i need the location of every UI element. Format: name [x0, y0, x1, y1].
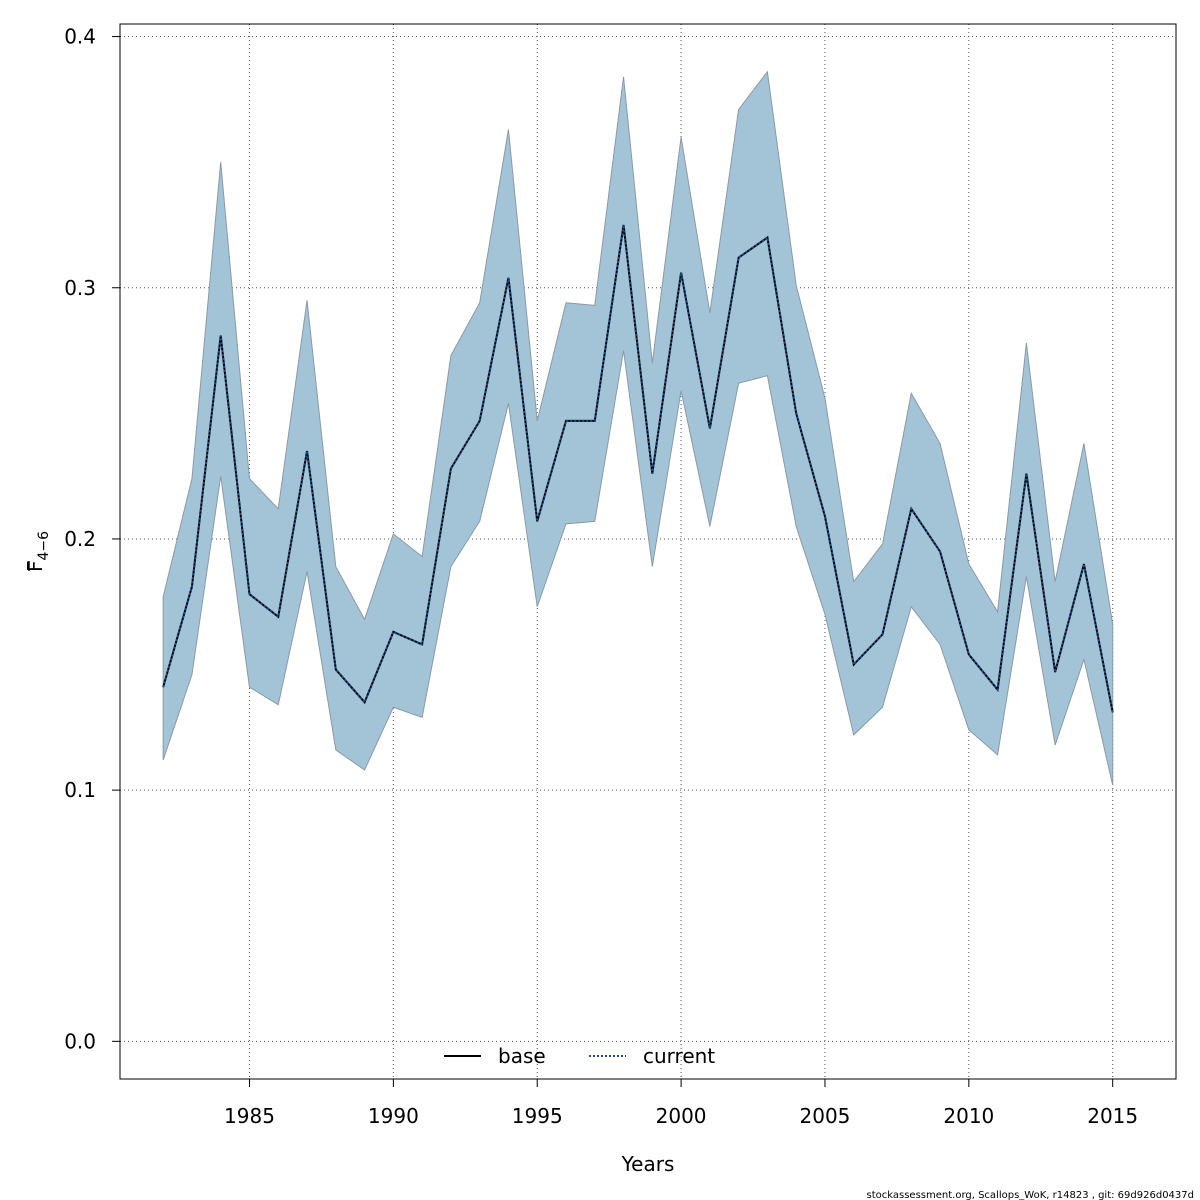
plot-frame	[119, 23, 1177, 1080]
legend-label-current: current	[643, 1044, 715, 1068]
svg-text:F4−6: F4−6	[23, 531, 52, 572]
confidence-band	[162, 70, 1114, 786]
x-tick-label: 2005	[800, 1104, 851, 1128]
y-axis: 0.0 0.1 0.2 0.3 0.4	[64, 25, 120, 1053]
y-axis-title-main: F	[23, 560, 47, 572]
y-tick-label: 0.4	[64, 25, 96, 49]
y-tick-label: 0.0	[64, 1029, 96, 1053]
footer-credit: stockassessment.org, Scallops_WoK, r1482…	[867, 1190, 1194, 1200]
series-line-current	[162, 224, 1114, 713]
y-tick-label: 0.3	[64, 276, 96, 300]
y-axis-title-subscript: 4−6	[36, 531, 52, 561]
x-tick-label: 1985	[224, 1104, 275, 1128]
x-axis-title: Years	[621, 1152, 675, 1176]
legend-label-base: base	[498, 1044, 546, 1068]
x-axis: 1985 1990 1995 2000 2005 2010 2015	[224, 1079, 1138, 1128]
y-axis-title: F4−6	[23, 531, 52, 572]
x-tick-label: 1995	[512, 1104, 563, 1128]
x-tick-label: 1990	[368, 1104, 419, 1128]
x-tick-label: 2000	[656, 1104, 707, 1128]
x-tick-label: 2010	[943, 1104, 994, 1128]
x-tick-label: 2015	[1087, 1104, 1138, 1128]
legend: base current	[444, 1044, 715, 1068]
y-tick-label: 0.1	[64, 778, 96, 802]
y-tick-label: 0.2	[64, 527, 96, 551]
